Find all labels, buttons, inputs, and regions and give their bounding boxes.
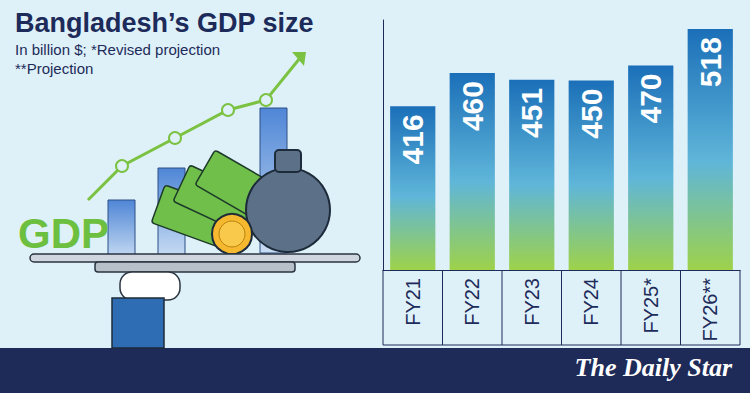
svg-text:GDP: GDP — [18, 210, 109, 257]
svg-text:In billion $; *Revised project: In billion $; *Revised projection — [15, 41, 220, 58]
svg-text:470: 470 — [634, 73, 667, 123]
svg-text:FY21: FY21 — [402, 278, 424, 326]
svg-text:450: 450 — [575, 89, 608, 139]
svg-text:FY22: FY22 — [461, 278, 483, 326]
svg-text:416: 416 — [396, 114, 429, 164]
svg-text:460: 460 — [456, 81, 489, 131]
svg-text:**Projection: **Projection — [15, 60, 93, 77]
svg-text:The Daily Star: The Daily Star — [575, 353, 733, 382]
svg-text:518: 518 — [694, 37, 727, 87]
svg-text:Bangladesh’s GDP size: Bangladesh’s GDP size — [15, 8, 314, 38]
svg-text:451: 451 — [515, 88, 548, 138]
svg-text:FY26**: FY26** — [699, 278, 721, 342]
svg-text:FY24: FY24 — [580, 278, 602, 326]
svg-text:FY25*: FY25* — [640, 278, 662, 334]
svg-text:FY23: FY23 — [521, 278, 543, 326]
